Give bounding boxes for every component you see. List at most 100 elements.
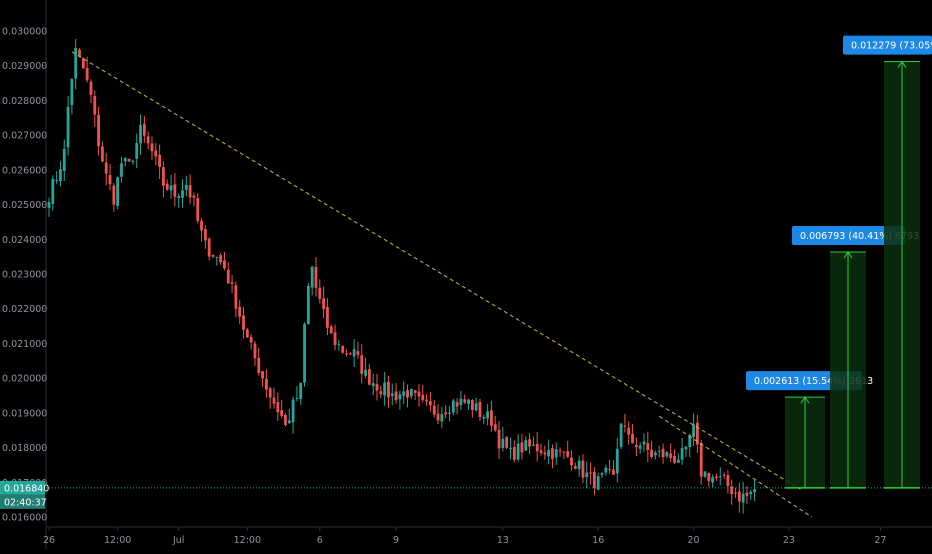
candle-down[interactable] xyxy=(162,161,165,198)
candle-down[interactable] xyxy=(520,434,524,460)
candle-down[interactable] xyxy=(242,306,245,339)
candle-down[interactable] xyxy=(528,433,531,455)
candle-down[interactable] xyxy=(154,142,158,166)
candle-up[interactable] xyxy=(295,386,299,402)
candle-down[interactable] xyxy=(196,193,200,224)
candles[interactable] xyxy=(47,39,756,514)
candle-down[interactable] xyxy=(223,251,226,271)
candle-down[interactable] xyxy=(276,392,280,421)
candle-up[interactable] xyxy=(62,139,66,181)
candle-down[interactable] xyxy=(264,369,268,398)
candle-up[interactable] xyxy=(116,176,120,210)
candle-up[interactable] xyxy=(177,193,181,208)
candle-down[interactable] xyxy=(551,444,554,469)
candle-down[interactable] xyxy=(142,115,146,143)
candle-down[interactable] xyxy=(573,462,577,470)
candle-down[interactable] xyxy=(432,399,436,418)
candle-down[interactable] xyxy=(497,420,501,460)
candle-down[interactable] xyxy=(581,454,585,483)
candle-down[interactable] xyxy=(257,347,261,376)
candle-up[interactable] xyxy=(74,39,78,90)
candle-down[interactable] xyxy=(612,460,615,475)
candle-down[interactable] xyxy=(81,57,85,69)
candle-down[interactable] xyxy=(226,262,230,284)
candle-down[interactable] xyxy=(726,470,730,494)
candle-up[interactable] xyxy=(531,436,535,447)
candle-down[interactable] xyxy=(97,106,100,156)
candle-up[interactable] xyxy=(657,445,661,458)
candle-down[interactable] xyxy=(280,399,284,419)
candle-down[interactable] xyxy=(608,459,612,474)
candle-up[interactable] xyxy=(676,453,680,463)
candle-up[interactable] xyxy=(371,373,375,396)
candle-up[interactable] xyxy=(665,450,669,459)
candle-up[interactable] xyxy=(692,413,695,446)
candle-down[interactable] xyxy=(421,384,425,403)
candle-down[interactable] xyxy=(539,443,543,456)
candle-up[interactable] xyxy=(135,133,139,169)
price-targets[interactable]: 0.002613 (15.54%) 2613 0.006793 (40.41%) … xyxy=(746,35,932,489)
candle-down[interactable] xyxy=(127,158,131,162)
candle-up[interactable] xyxy=(516,434,520,462)
candle-down[interactable] xyxy=(89,79,93,104)
candle-up[interactable] xyxy=(383,371,387,406)
candle-down[interactable] xyxy=(158,144,162,179)
candle-up[interactable] xyxy=(287,408,291,424)
candle-up[interactable] xyxy=(120,156,123,183)
candle-down[interactable] xyxy=(593,467,596,496)
target-callout[interactable] xyxy=(843,35,932,55)
candle-up[interactable] xyxy=(684,445,688,458)
candle-down[interactable] xyxy=(478,398,482,421)
candle-down[interactable] xyxy=(707,472,711,488)
candle-down[interactable] xyxy=(150,136,154,161)
candle-down[interactable] xyxy=(558,447,562,457)
candle-down[interactable] xyxy=(100,141,104,163)
candle-down[interactable] xyxy=(375,373,379,401)
candle-up[interactable] xyxy=(448,405,451,422)
candle-down[interactable] xyxy=(245,328,249,338)
candle-up[interactable] xyxy=(299,382,303,405)
candle-up[interactable] xyxy=(139,114,142,155)
candle-down[interactable] xyxy=(93,90,97,127)
candle-down[interactable] xyxy=(661,443,665,464)
candle-down[interactable] xyxy=(234,281,238,318)
candle-down[interactable] xyxy=(589,462,592,485)
candle-up[interactable] xyxy=(402,381,406,404)
candle-up[interactable] xyxy=(184,176,188,197)
candle-down[interactable] xyxy=(367,363,371,386)
candle-down[interactable] xyxy=(463,394,467,405)
candle-down[interactable] xyxy=(219,253,223,265)
candle-down[interactable] xyxy=(192,192,196,207)
candle-down[interactable] xyxy=(730,479,734,505)
candle-up[interactable] xyxy=(604,464,608,476)
candle-down[interactable] xyxy=(543,445,547,460)
candle-down[interactable] xyxy=(699,439,703,485)
candle-up[interactable] xyxy=(638,442,642,454)
candle-down[interactable] xyxy=(715,473,718,481)
candle-down[interactable] xyxy=(455,398,459,415)
candle-up[interactable] xyxy=(680,438,684,465)
candle-down[interactable] xyxy=(268,387,272,409)
candle-down[interactable] xyxy=(104,152,108,186)
candle-down[interactable] xyxy=(329,324,333,335)
candle-down[interactable] xyxy=(284,413,287,427)
candle-up[interactable] xyxy=(123,157,127,167)
candle-down[interactable] xyxy=(326,298,329,336)
candle-down[interactable] xyxy=(734,487,737,498)
candle-up[interactable] xyxy=(600,471,604,478)
candle-up[interactable] xyxy=(169,174,173,200)
candle-down[interactable] xyxy=(345,349,348,357)
candle-up[interactable] xyxy=(467,398,470,410)
candle-up[interactable] xyxy=(364,357,367,379)
time-axis[interactable]: 26 12:00 Jul 12:00 6 9 13 16 20 23 27 xyxy=(43,526,932,546)
candle-up[interactable] xyxy=(711,474,715,488)
candle-up[interactable] xyxy=(51,175,55,211)
candle-down[interactable] xyxy=(646,431,650,463)
candle-down[interactable] xyxy=(165,179,169,191)
candle-up[interactable] xyxy=(352,339,356,368)
candle-up[interactable] xyxy=(615,437,619,483)
candle-up[interactable] xyxy=(59,161,62,187)
candle-up[interactable] xyxy=(482,414,486,424)
candle-down[interactable] xyxy=(253,340,257,366)
